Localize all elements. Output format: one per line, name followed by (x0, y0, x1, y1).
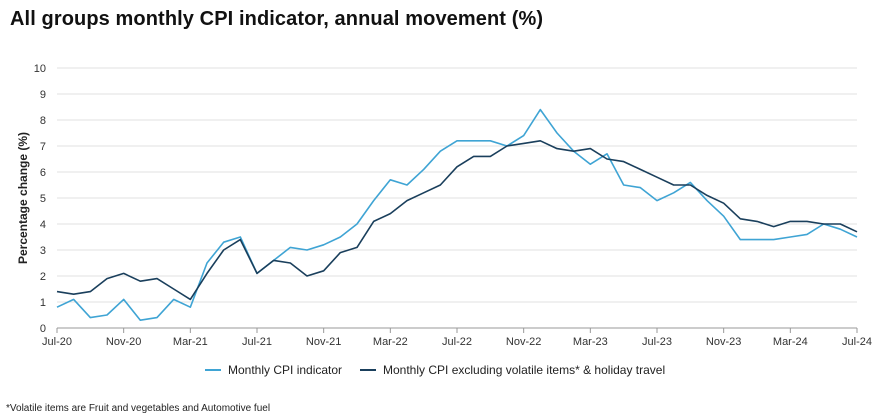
legend-label-2: Monthly CPI excluding volatile items* & … (383, 363, 665, 377)
x-tick-label: Nov-23 (706, 336, 741, 348)
x-tick-label: Jul-24 (842, 336, 872, 348)
footnote: *Volatile items are Fruit and vegetables… (6, 403, 271, 414)
y-tick-label: 9 (40, 89, 46, 101)
y-tick-label: 10 (34, 63, 46, 75)
line-chart: 0 1 2 3 4 5 6 7 8 9 10 Jul-20 Nov-20 Mar-21 Jul-21 Nov… (16, 63, 872, 377)
x-tick-label: Mar-23 (573, 336, 608, 348)
x-tick-label: Jul-20 (42, 336, 72, 348)
series-line-1 (56, 108, 858, 321)
y-tick-label: 0 (40, 323, 46, 335)
y-tick-label: 3 (40, 245, 46, 257)
legend-label-1: Monthly CPI indicator (228, 363, 342, 377)
legend: Monthly CPI indicator Monthly CPI excludi… (205, 363, 665, 377)
x-tick-label: Mar-22 (373, 336, 408, 348)
x-tick-label: Jul-22 (442, 336, 472, 348)
x-tick-label: Jul-23 (642, 336, 672, 348)
y-axis-label: Percentage change (%) (16, 132, 30, 264)
x-axis: Jul-20 Nov-20 Mar-21 Jul-21 Nov-21 Mar-22 Jul-… (42, 327, 872, 348)
x-tick-label: Mar-24 (773, 336, 808, 348)
y-tick-label: 1 (40, 297, 46, 309)
x-tick-label: Jul-21 (242, 336, 272, 348)
y-tick-label: 2 (40, 271, 46, 283)
series-lines (56, 108, 858, 321)
y-tick-label: 5 (40, 193, 46, 205)
y-tick-label: 8 (40, 115, 46, 127)
y-tick-label: 7 (40, 141, 46, 153)
x-tick-label: Mar-21 (173, 336, 208, 348)
y-tick-label: 6 (40, 167, 46, 179)
x-tick-label: Nov-22 (506, 336, 541, 348)
y-axis-ticks: 0 1 2 3 4 5 6 7 8 9 10 (34, 63, 46, 335)
chart-title: All groups monthly CPI indicator, annual… (10, 8, 544, 30)
series-line-2 (56, 140, 858, 301)
gridlines (57, 67, 857, 303)
x-tick-label: Nov-21 (306, 336, 341, 348)
y-tick-label: 4 (40, 219, 46, 231)
x-tick-label: Nov-20 (106, 336, 141, 348)
